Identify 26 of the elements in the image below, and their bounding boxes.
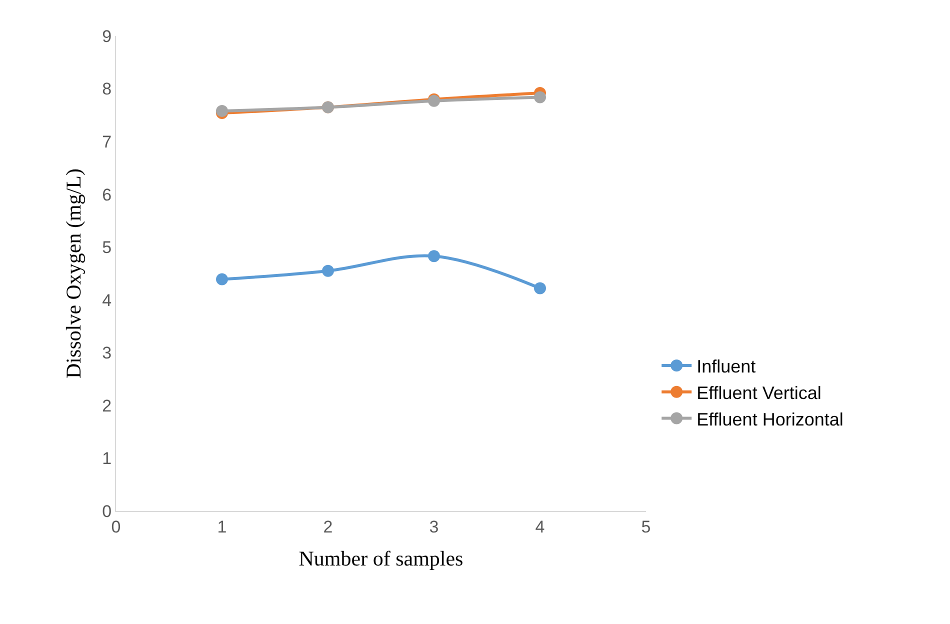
x-tick-label: 5: [641, 517, 651, 536]
y-axis-title: Dissolve Oxygen (mg/L): [61, 168, 86, 378]
legend-label: Influent: [696, 356, 756, 376]
y-tick-label: 4: [102, 290, 112, 310]
point: [534, 282, 546, 294]
y-tick-label: 3: [102, 344, 112, 363]
y-tick-label: 9: [102, 26, 112, 46]
legend-label: Effluent Vertical: [696, 382, 822, 403]
y-tick-label: 2: [102, 396, 112, 416]
x-tick-label: 3: [429, 517, 439, 536]
y-tick-label: 1: [102, 449, 112, 468]
y-tick-label: 0: [102, 502, 112, 521]
point: [216, 273, 228, 286]
legend-label: Effluent Horizontal: [696, 409, 844, 430]
x-axis-title: Number of samples: [298, 546, 464, 571]
y-tick-label: 8: [102, 80, 112, 99]
x-tick-label: 4: [535, 517, 545, 536]
y-tick-label: 6: [102, 185, 112, 204]
x-tick-label: 1: [217, 517, 227, 536]
y-tick-label: 5: [102, 238, 112, 258]
point: [534, 91, 546, 104]
x-tick-label: 2: [323, 517, 333, 536]
point: [322, 264, 334, 277]
point: [428, 250, 440, 262]
y-tick-label: 7: [102, 132, 112, 152]
point: [216, 104, 228, 117]
